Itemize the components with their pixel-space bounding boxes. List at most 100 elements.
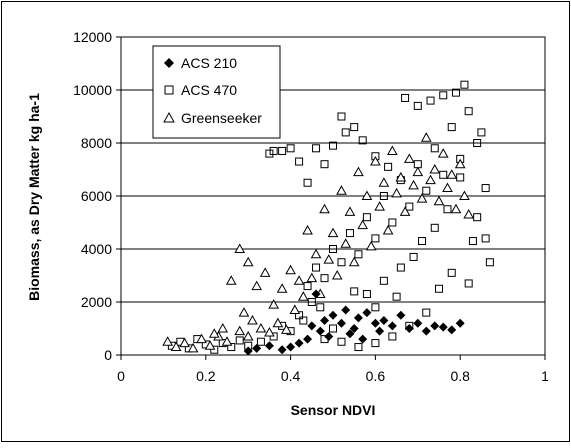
point-greenseeker-36: [463, 209, 475, 219]
point-acs-210-20: [387, 321, 397, 331]
point-greenseeker-35: [454, 158, 466, 169]
point-acs-470-20: [320, 274, 329, 283]
point-greenseeker-63: [459, 190, 470, 200]
y-tick-label-5: 10000: [73, 82, 112, 98]
point-acs-470-81: [443, 205, 452, 214]
point-acs-210-23: [413, 318, 423, 328]
point-acs-210-11: [328, 310, 338, 320]
point-acs-470-26: [371, 234, 380, 243]
point-acs-210-1: [252, 343, 262, 353]
point-greenseeker-3: [187, 342, 199, 353]
point-acs-470-70: [371, 303, 380, 312]
point-acs-210-21: [396, 310, 406, 320]
point-greenseeker-23: [353, 166, 364, 177]
point-acs-470-46: [278, 146, 287, 155]
point-acs-470-45: [485, 258, 494, 267]
point-acs-470-57: [384, 162, 393, 171]
y-tick-label-4: 8000: [81, 135, 112, 151]
point-acs-470-28: [388, 218, 397, 227]
point-acs-210-10: [320, 316, 330, 326]
point-greenseeker-43: [289, 304, 301, 314]
point-acs-470-77: [388, 332, 397, 341]
point-greenseeker-45: [306, 272, 318, 283]
point-greenseeker-57: [408, 179, 419, 190]
point-greenseeker-38: [247, 315, 258, 325]
point-acs-470-25: [362, 213, 371, 222]
point-acs-210-30: [358, 334, 368, 344]
point-acs-470-35: [447, 123, 456, 132]
point-acs-470-75: [354, 343, 363, 352]
point-acs-470-53: [341, 128, 350, 137]
point-acs-470-68: [468, 237, 477, 246]
point-acs-210-28: [455, 318, 465, 328]
point-greenseeker-2: [179, 337, 190, 348]
point-acs-470-84: [418, 237, 427, 246]
point-greenseeker-11: [251, 280, 263, 291]
point-acs-470-85: [396, 263, 405, 272]
point-acs-470-27: [379, 192, 388, 200]
point-acs-210-0: [243, 346, 253, 356]
point-acs-470-61: [401, 93, 410, 102]
point-acs-210-27: [447, 325, 457, 335]
point-acs-470-79: [422, 308, 431, 317]
point-greenseeker-61: [442, 182, 453, 193]
point-acs-470-24: [354, 250, 363, 259]
point-acs-470-41: [451, 88, 460, 97]
point-greenseeker-12: [259, 267, 271, 277]
point-acs-470-48: [295, 157, 304, 166]
x-tick-label-2: 0.4: [281, 368, 301, 384]
point-acs-210-24: [421, 326, 431, 336]
point-greenseeker-64: [234, 325, 246, 336]
point-acs-470-47: [286, 144, 295, 153]
point-greenseeker-49: [340, 238, 352, 248]
point-greenseeker-60: [433, 195, 445, 206]
point-acs-210-12: [336, 318, 346, 328]
point-acs-470-43: [426, 96, 435, 105]
point-acs-470-10: [256, 337, 265, 346]
point-acs-470-51: [320, 160, 329, 169]
point-greenseeker-13: [268, 299, 279, 309]
point-acs-210-4: [286, 342, 296, 352]
point-greenseeker-58: [416, 193, 428, 203]
legend-marker-acs470: [164, 85, 174, 95]
point-acs-210-18: [370, 318, 380, 328]
point-greenseeker-44: [297, 291, 309, 301]
point-greenseeker-10: [242, 256, 254, 267]
legend-box: [152, 45, 281, 139]
point-greenseeker-9: [234, 243, 246, 253]
point-acs-470-22: [337, 258, 346, 267]
point-acs-470-38: [473, 139, 482, 147]
y-tick-label-1: 2000: [81, 294, 112, 310]
point-acs-470-42: [439, 91, 448, 100]
point-acs-210-15: [349, 324, 359, 333]
point-acs-210-19: [379, 316, 389, 326]
point-greenseeker-5: [204, 340, 216, 350]
point-acs-470-87: [362, 290, 371, 299]
point-greenseeker-50: [348, 256, 360, 267]
x-axis-label: Sensor NDVI: [291, 402, 376, 418]
x-tick-label-4: 0.8: [450, 368, 470, 384]
point-acs-470-32: [422, 186, 431, 195]
point-greenseeker-51: [357, 219, 369, 230]
point-greenseeker-26: [378, 177, 390, 187]
point-greenseeker-42: [281, 324, 292, 334]
point-acs-470-62: [413, 101, 422, 110]
point-greenseeker-15: [285, 264, 296, 275]
point-greenseeker-21: [336, 185, 347, 195]
point-acs-210-8: [311, 289, 321, 299]
point-greenseeker-31: [420, 132, 432, 142]
point-acs-210-13: [341, 305, 351, 315]
point-acs-470-21: [329, 245, 337, 253]
point-greenseeker-1: [170, 341, 182, 352]
point-acs-470-60: [337, 112, 346, 121]
point-acs-210-3: [277, 345, 287, 355]
point-acs-470-33: [430, 144, 439, 153]
point-acs-210-9: [315, 326, 325, 336]
point-greenseeker-62: [450, 203, 462, 214]
point-greenseeker-22: [344, 206, 356, 216]
point-acs-470-86: [379, 276, 388, 285]
point-greenseeker-54: [382, 224, 394, 235]
point-greenseeker-8: [225, 275, 237, 285]
point-greenseeker-19: [319, 203, 330, 214]
